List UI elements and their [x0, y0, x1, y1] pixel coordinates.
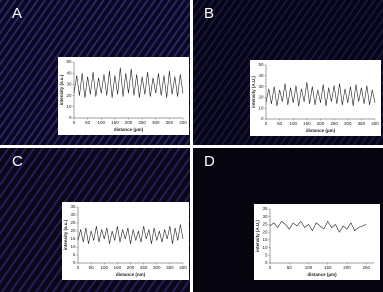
x-tick-label: 250: [330, 121, 338, 126]
y-tick-label: 25: [262, 222, 268, 227]
y-tick-label: 20: [66, 93, 72, 98]
x-tick-label: 350: [358, 121, 366, 126]
x-tick-label: 100: [289, 121, 297, 126]
chart-inset: [58, 57, 189, 135]
y-tick-label: 10: [66, 104, 72, 109]
x-tick-label: 100: [97, 120, 105, 125]
y-tick-label: 5: [265, 252, 268, 257]
data-line: [265, 82, 376, 107]
x-tick-label: 200: [125, 120, 133, 125]
x-axis-label: distance (μm): [306, 128, 336, 133]
y-tick-label: 25: [70, 220, 76, 225]
y-tick-label: 10: [70, 244, 76, 249]
x-tick-label: 150: [111, 120, 119, 125]
y-axis-label: intensity (a.u.): [63, 219, 68, 250]
x-tick-label: 300: [344, 121, 352, 126]
x-tick-label: 250: [140, 265, 148, 270]
data-line: [77, 224, 184, 244]
panel-label: D: [204, 153, 215, 170]
x-tick-label: 300: [152, 120, 160, 125]
y-tick-label: 0: [261, 116, 264, 121]
x-tick-label: 200: [317, 121, 325, 126]
x-axis-label: distance (nm): [116, 272, 146, 277]
chart-inset: [254, 204, 380, 280]
y-tick-label: 30: [70, 212, 76, 217]
x-tick-label: 0: [265, 121, 268, 126]
y-tick-label: 20: [70, 228, 76, 233]
x-tick-label: 150: [324, 265, 332, 270]
y-tick-label: 15: [70, 236, 76, 241]
y-tick-label: 0: [265, 260, 268, 265]
y-tick-label: 20: [258, 95, 264, 100]
x-tick-label: 50: [85, 120, 91, 125]
x-tick-label: 100: [100, 265, 108, 270]
y-tick-label: 40: [258, 73, 264, 78]
x-tick-label: 50: [277, 121, 283, 126]
x-axis-label: distance (μm): [114, 127, 144, 132]
y-tick-label: 50: [66, 59, 72, 64]
y-tick-label: 35: [70, 204, 76, 209]
x-tick-label: 150: [303, 121, 311, 126]
panel-label: B: [204, 5, 214, 22]
x-tick-label: 200: [343, 265, 351, 270]
x-tick-label: 0: [73, 120, 76, 125]
y-tick-label: 0: [69, 115, 72, 120]
x-tick-label: 250: [138, 120, 146, 125]
y-tick-label: 0: [73, 260, 76, 265]
x-tick-label: 250: [363, 265, 371, 270]
x-tick-label: 0: [269, 265, 272, 270]
y-tick-label: 30: [262, 214, 268, 219]
x-tick-label: 350: [166, 265, 174, 270]
y-tick-label: 10: [258, 105, 264, 110]
y-tick-label: 15: [262, 237, 268, 242]
panel-label: C: [12, 153, 23, 170]
y-tick-label: 50: [258, 62, 264, 67]
y-axis-label: intensity (a.u.): [59, 74, 64, 105]
y-tick-label: 30: [66, 82, 72, 87]
x-axis-label: distance (μm): [307, 272, 337, 277]
x-tick-label: 0: [77, 265, 80, 270]
x-tick-label: 400: [179, 120, 187, 125]
y-axis-label: intensity (A.U.): [251, 76, 256, 108]
y-tick-label: 10: [262, 245, 268, 250]
y-tick-label: 30: [258, 84, 264, 89]
data-line: [269, 220, 367, 233]
x-tick-label: 400: [371, 121, 379, 126]
x-tick-label: 150: [114, 265, 122, 270]
y-axis-label: intensity (A.U.): [255, 220, 260, 252]
x-tick-label: 50: [287, 265, 293, 270]
y-tick-label: 5: [73, 252, 76, 257]
x-tick-label: 200: [127, 265, 135, 270]
panel-label: A: [12, 5, 22, 22]
x-tick-label: 50: [89, 265, 95, 270]
x-tick-label: 400: [179, 265, 187, 270]
data-line: [73, 67, 184, 98]
y-tick-label: 40: [66, 70, 72, 75]
x-tick-label: 350: [166, 120, 174, 125]
y-tick-label: 35: [262, 206, 268, 211]
x-tick-label: 300: [153, 265, 161, 270]
y-tick-label: 20: [262, 229, 268, 234]
x-tick-label: 100: [305, 265, 313, 270]
